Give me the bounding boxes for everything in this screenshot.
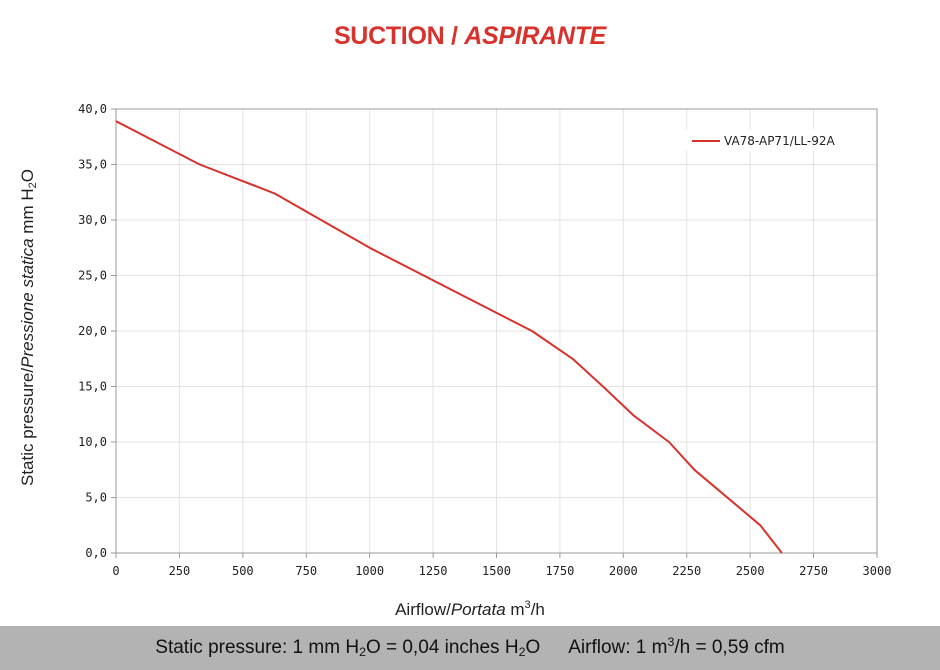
x-tick-label: 1500: [482, 564, 511, 578]
x-axis-unit-pre: m: [505, 600, 525, 619]
y-tick-label: 30,0: [78, 213, 107, 227]
y-axis-unit-sub: 2: [27, 182, 39, 189]
y-axis-main: Static pressure: [18, 372, 37, 486]
x-tick-label: 1250: [419, 564, 448, 578]
x-tick-label: 2250: [672, 564, 701, 578]
y-axis-unit-pre: mm H: [18, 188, 37, 239]
conversion-footer: Static pressure: 1 mm H2O = 0,04 inches …: [0, 626, 940, 670]
x-axis-main: Airflow: [395, 600, 447, 619]
y-tick-label: 35,0: [78, 158, 107, 172]
legend-box: [680, 129, 860, 151]
x-axis-sep: /: [446, 600, 451, 619]
x-tick-label: 3000: [863, 564, 892, 578]
footer-airflow-1: Airflow: 1 m: [568, 637, 668, 658]
x-tick-label: 1000: [355, 564, 384, 578]
x-tick-label: 250: [169, 564, 191, 578]
x-axis-unit-post: /h: [530, 600, 545, 619]
y-axis-sep: /: [18, 367, 37, 373]
y-tick-label: 40,0: [78, 102, 107, 116]
legend-label: VA78-AP71/LL-92A: [724, 134, 836, 148]
series-line: [115, 120, 783, 554]
x-tick-label: 0: [112, 564, 119, 578]
x-tick-label: 1750: [545, 564, 574, 578]
footer-pressure-1: Static pressure: 1 mm H: [155, 637, 360, 658]
chart-area: 0,0 5,0 10,0 15,0 20,0 25,0 30,0 35,0 40,0 0 250 5…: [78, 102, 891, 578]
footer-pressure-3: O: [525, 637, 541, 658]
x-tick-label: 750: [295, 564, 317, 578]
y-tick-label: 25,0: [78, 269, 107, 283]
y-tick-label: 0,0: [85, 546, 107, 560]
footer-sub-2: 2: [518, 645, 526, 659]
y-tick-label: 10,0: [78, 435, 107, 449]
grid-lines: [115, 108, 878, 554]
footer-pressure-2: O = 0,04 inches H: [365, 637, 519, 658]
title-main: SUCTION: [333, 22, 445, 50]
x-tick-label: 2750: [799, 564, 828, 578]
y-axis-italic: Pressione statica: [18, 238, 37, 368]
x-tick-label: 2500: [736, 564, 765, 578]
x-axis-label: Airflow/Portata m3/h: [0, 599, 940, 620]
x-axis-italic: Portata: [450, 600, 506, 619]
y-tick-label: 20,0: [78, 324, 107, 338]
y-tick-labels: 0,0 5,0 10,0 15,0 20,0 25,0 30,0 35,0 40,0: [78, 102, 116, 560]
series-group: [115, 120, 783, 554]
y-tick-label: 15,0: [78, 380, 107, 394]
chart-title: SUCTION / ASPIRANTE: [0, 22, 940, 51]
footer-sup: 3: [667, 635, 675, 649]
y-tick-label: 5,0: [85, 491, 107, 505]
x-axis-unit-sup: 3: [524, 599, 531, 611]
title-italic: ASPIRANTE: [464, 22, 607, 50]
y-axis-label: Static pressure/Pressione statica mm H2O: [18, 136, 39, 486]
x-tick-label: 2000: [609, 564, 638, 578]
legend: VA78-AP71/LL-92A: [680, 129, 860, 151]
x-tick-labels: 0 250 500 750 1000 1250 1500 1750 2000 2250 2500 27…: [112, 553, 891, 578]
x-tick-label: 500: [232, 564, 254, 578]
footer-airflow-2: /h = 0,59 cfm: [674, 637, 785, 658]
title-separator: /: [444, 22, 465, 50]
footer-sub-1: 2: [359, 645, 366, 659]
y-axis-unit-post: O: [18, 168, 37, 183]
